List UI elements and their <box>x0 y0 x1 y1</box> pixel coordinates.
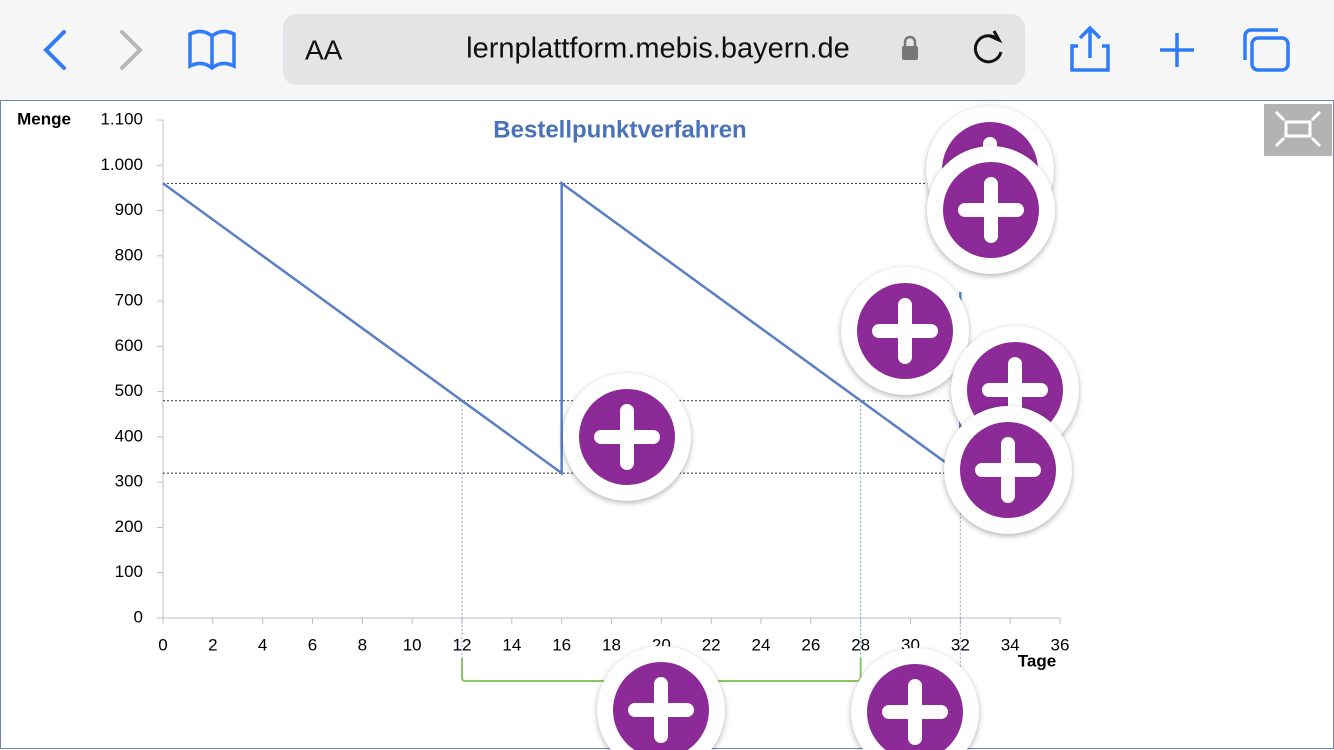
x-tick-label: 0 <box>158 635 167 654</box>
hotspot-plus <box>594 404 660 470</box>
hotspot-plus <box>628 677 694 743</box>
lock-icon <box>902 46 918 60</box>
hotspot-button[interactable] <box>597 646 725 750</box>
share-button[interactable] <box>1070 25 1110 72</box>
hotspot-plus <box>958 177 1024 243</box>
x-tick-label: 16 <box>552 635 571 654</box>
x-tick-label: 22 <box>702 635 721 654</box>
hotspot-button[interactable] <box>563 373 691 501</box>
y-axis-label: Menge <box>17 109 71 128</box>
url: lernplattform.mebis.bayern.de <box>466 33 850 65</box>
new-tab-button[interactable] <box>1160 33 1194 67</box>
reload-button[interactable] <box>973 34 1003 64</box>
y-tick-label: 900 <box>115 200 143 219</box>
hotspot-button[interactable] <box>851 648 979 750</box>
tabs-button[interactable] <box>1250 36 1290 72</box>
y-tick-label: 300 <box>115 472 143 491</box>
y-tick-label: 1.000 <box>100 155 143 174</box>
x-tick-label: 14 <box>502 635 521 654</box>
y-tick-label: 800 <box>115 245 143 264</box>
forward-button[interactable] <box>120 30 143 70</box>
tabs-back <box>1243 28 1278 60</box>
bookmarks-button[interactable] <box>188 29 236 71</box>
y-tick-label: 1.100 <box>100 109 143 128</box>
lock-shackle <box>903 35 917 46</box>
y-tick-label: 200 <box>115 517 143 536</box>
text-size-button[interactable]: AA <box>305 34 343 65</box>
y-tick-label: 700 <box>115 291 143 310</box>
x-tick-label: 24 <box>752 635 771 654</box>
x-axis-label: Tage <box>1018 651 1056 670</box>
x-tick-label: 4 <box>258 635 267 654</box>
hotspot-plus <box>882 679 948 745</box>
x-tick-label: 36 <box>1051 635 1070 654</box>
address-bar[interactable] <box>283 14 1025 85</box>
x-tick-label: 2 <box>208 635 217 654</box>
hotspot-plus <box>975 437 1041 503</box>
x-tick-label: 10 <box>403 635 422 654</box>
y-tick-label: 500 <box>115 381 143 400</box>
y-tick-label: 100 <box>115 562 143 581</box>
hotspot-button[interactable] <box>841 267 969 395</box>
x-tick-label: 6 <box>308 635 317 654</box>
x-tick-label: 18 <box>602 635 621 654</box>
chart-title: Bestellpunktverfahren <box>493 116 746 143</box>
y-tick-label: 0 <box>134 607 143 626</box>
back-button[interactable] <box>43 30 66 70</box>
fullscreen-button[interactable] <box>1264 104 1332 156</box>
x-tick-label: 8 <box>358 635 367 654</box>
fullscreen-icon <box>1274 110 1322 148</box>
y-tick-label: 400 <box>115 426 143 445</box>
reload-arrow <box>989 30 1003 44</box>
x-tick-label: 34 <box>1001 635 1020 654</box>
hotspot-button[interactable] <box>927 146 1055 274</box>
hotspot-button[interactable] <box>944 406 1072 534</box>
y-tick-label: 600 <box>115 336 143 355</box>
hotspot-plus <box>872 298 938 364</box>
x-tick-label: 26 <box>801 635 820 654</box>
